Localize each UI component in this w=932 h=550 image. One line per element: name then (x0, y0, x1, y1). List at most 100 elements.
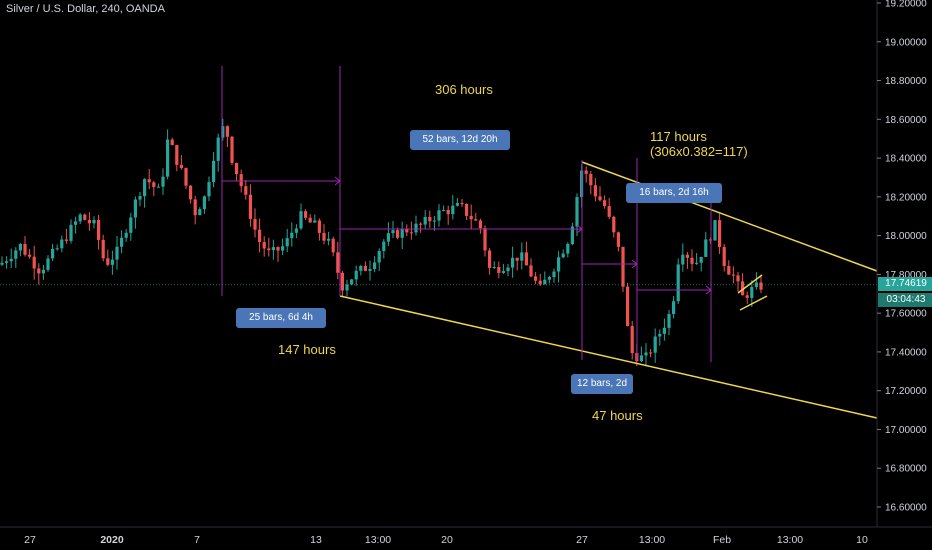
candle-body (363, 265, 367, 271)
current-price-bg (878, 277, 932, 291)
candle-body (672, 301, 676, 315)
candle-body (644, 352, 648, 356)
candle-body (515, 257, 519, 261)
candle-body (41, 269, 45, 274)
lower-trendline (339, 295, 878, 419)
candle-body (120, 237, 124, 247)
time-tick-label: 7 (194, 534, 200, 546)
candle-body (37, 268, 41, 274)
candle-body (396, 230, 400, 238)
candle-body (455, 203, 459, 206)
candle-body (368, 269, 372, 271)
candle-body (451, 205, 455, 215)
price-tick-label: 18.20000 (885, 192, 927, 203)
time-tick-label: 13 (310, 534, 322, 546)
candle-body (87, 219, 91, 224)
candle-body (731, 274, 735, 276)
flag-lower-line (739, 295, 768, 311)
candle-body (262, 242, 266, 249)
candle-body (538, 280, 542, 285)
candle-body (759, 282, 763, 290)
candle-body (9, 258, 13, 262)
hours-label-1: 147 hours (278, 342, 336, 357)
candle-body (92, 219, 96, 224)
measure-label-3[interactable]: 16 bars, 2d 16h (626, 183, 722, 203)
hours-label-4: 47 hours (592, 408, 643, 423)
candle-body (5, 261, 9, 263)
candle-body (106, 258, 110, 265)
candle-body (658, 333, 662, 337)
measure-label-4[interactable]: 12 bars, 2d (571, 374, 633, 394)
candle-body (446, 210, 450, 215)
candle-body (460, 203, 464, 205)
candle-body (198, 209, 202, 216)
candle-body (704, 239, 708, 257)
candle-body (607, 206, 611, 217)
upper-trendline (581, 161, 878, 272)
time-tick-label: 13:00 (365, 534, 391, 546)
candle-body (101, 239, 105, 259)
price-tick-label: 19.20000 (885, 0, 927, 10)
candle-body (239, 174, 243, 187)
candle-body (511, 257, 515, 268)
time-tick-label: 10 (856, 534, 868, 546)
price-tick-label: 18.40000 (885, 154, 927, 165)
candle-body (244, 186, 248, 195)
price-tick-label: 18.60000 (885, 115, 927, 126)
price-tick-label: 17.80000 (885, 270, 927, 281)
candle-body (630, 326, 634, 354)
candle-body (377, 251, 381, 263)
candle-body (423, 217, 427, 225)
candle-body (308, 217, 312, 223)
candle-body (469, 215, 473, 220)
candle-body (129, 217, 133, 233)
candle-body (722, 246, 726, 267)
candle-body (156, 186, 160, 188)
candle-body (501, 271, 505, 273)
candle-body (547, 277, 551, 280)
candle-body (566, 244, 570, 254)
candle-body (97, 219, 101, 240)
price-tick-label: 17.40000 (885, 347, 927, 358)
candle-body (32, 256, 36, 269)
candle-body (179, 164, 183, 169)
candle-body (750, 287, 754, 298)
candle-body (695, 262, 699, 264)
countdown-bg (878, 293, 932, 307)
time-tick-label: 20 (441, 534, 453, 546)
candle-body (699, 256, 703, 263)
candle-body (327, 238, 331, 241)
candle-body (317, 220, 321, 233)
measure-label-2[interactable]: 52 bars, 12d 20h (410, 130, 510, 150)
candle-body (299, 211, 303, 229)
candle-body (276, 247, 280, 251)
candle-body (520, 252, 524, 261)
measure-label-1[interactable]: 25 bars, 6d 4h (236, 308, 326, 328)
candle-body (124, 232, 128, 238)
candle-body (745, 295, 749, 298)
candle-body (736, 275, 740, 282)
candle-body (497, 267, 501, 273)
candle-body (110, 259, 114, 265)
candle-body (253, 218, 257, 230)
candle-body (524, 252, 528, 266)
price-tick-label: 16.60000 (885, 503, 927, 514)
candle-body (216, 137, 220, 161)
candle-body (593, 185, 597, 197)
candle-body (626, 286, 630, 327)
candle-body (428, 217, 432, 222)
candle-body (561, 253, 565, 258)
candle-body (0, 262, 4, 265)
candle-body (51, 248, 55, 259)
candle-body (584, 170, 588, 174)
candle-body (621, 246, 625, 287)
candle-body (189, 185, 193, 200)
candle-body (474, 219, 478, 221)
candle-body (143, 179, 147, 197)
candle-body (405, 228, 409, 233)
candle-body (78, 214, 82, 222)
price-tick-label: 19.00000 (885, 37, 927, 48)
candle-body (442, 210, 446, 212)
price-tick-label: 18.00000 (885, 231, 927, 242)
